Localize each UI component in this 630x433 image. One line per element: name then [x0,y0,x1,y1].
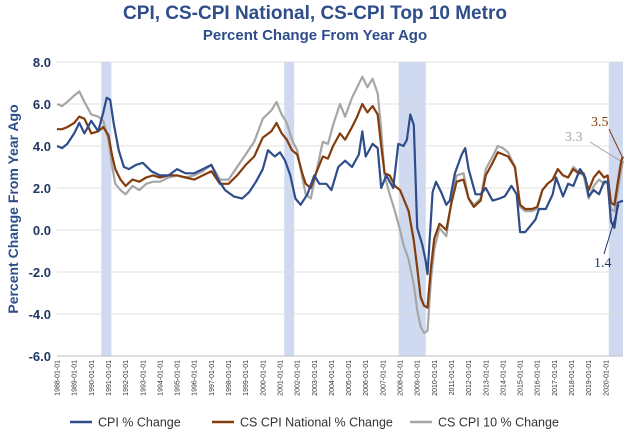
x-tick-label: 2009-01-01 [415,360,422,396]
x-axis-ticks: 1988-01-01 1989-01-01 1990-01-01 1991-01-01… [55,360,611,396]
x-tick-label: 2012-01-01 [466,360,473,396]
recession-band-2 [398,62,426,356]
x-tick-label: 1994-01-01 [157,360,164,396]
x-tick-label: 1989-01-01 [72,360,79,396]
x-tick-label: 2002-01-01 [295,360,302,396]
y-tick-label: 4.0 [33,139,51,154]
x-tick-label: 2018-01-01 [569,360,576,396]
x-tick-label: 2010-01-01 [432,360,439,396]
x-tick-label: 2006-01-01 [363,360,370,396]
x-tick-label: 2003-01-01 [312,360,319,396]
legend-entry: CPI % Change [98,416,181,430]
series-line-cpi-change [56,96,624,276]
x-tick-label: 1992-01-01 [123,360,130,396]
x-tick-label: 2016-01-01 [535,360,542,396]
x-tick-label: 2005-01-01 [346,360,353,396]
x-tick-label: 1995-01-01 [175,360,182,396]
y-tick-label: 2.0 [33,181,51,196]
y-tick-label: 8.0 [33,55,51,70]
x-tick-label: 2015-01-01 [518,360,525,396]
legend-entry: CS CPI 10 % Change [438,416,559,430]
x-tick-label: 2000-01-01 [260,360,267,396]
annotation-leader [589,141,621,162]
x-tick-label: 1991-01-01 [106,360,113,396]
annotations: 3.5 3.3 1.4 [565,115,623,271]
x-tick-label: 1998-01-01 [226,360,233,396]
annotation-leader [603,204,620,255]
x-tick-label: 2008-01-01 [398,360,405,396]
y-tick-label: 0.0 [33,223,51,238]
series-lines [56,75,625,334]
x-tick-label: 1999-01-01 [243,360,250,396]
x-tick-label: 2020-01-01 [603,360,610,396]
annotation-label: 3.3 [565,130,583,145]
x-tick-label: 1988-01-01 [55,360,62,396]
x-tick-label: 1997-01-01 [209,360,216,396]
y-tick-label: -4.0 [29,307,51,322]
annotation-label: 3.5 [591,115,609,130]
chart-subtitle: Percent Change From Year Ago [202,27,428,44]
x-tick-label: 2013-01-01 [483,360,490,396]
x-tick-label: 2017-01-01 [552,360,559,396]
y-tick-label: -6.0 [29,349,51,364]
x-tick-label: 2019-01-01 [586,360,593,396]
x-tick-label: 2001-01-01 [277,360,284,396]
y-tick-label: 6.0 [33,97,51,112]
x-tick-label: 1996-01-01 [192,360,199,396]
series-line-cs-cpi-national-change [57,102,625,309]
recession-shading [101,62,623,356]
y-tick-label: -2.0 [29,265,51,280]
x-tick-label: 1990-01-01 [89,360,96,396]
legend: CPI % Change CS CPI National % Change CS C… [70,416,559,430]
chart-title: CPI, CS-CPI National, CS-CPI Top 10 Metr… [123,3,507,24]
annotation-leader [608,128,623,157]
x-tick-label: 1993-01-01 [140,360,147,396]
x-tick-label: 2004-01-01 [329,360,336,396]
y-axis-label: Percent Change From Year Ago [5,104,21,313]
y-axis-ticks: 8.0 6.0 4.0 2.0 0.0 -2.0 -4.0 -6.0 [29,55,51,364]
recession-band-1 [284,62,295,356]
x-tick-label: 2014-01-01 [500,360,507,396]
x-tick-label: 2007-01-01 [380,360,387,396]
legend-entry: CS CPI National % Change [240,416,393,430]
x-tick-label: 2011-01-01 [449,360,456,395]
annotation-label: 1.4 [594,256,612,271]
recession-band-0 [101,62,112,356]
